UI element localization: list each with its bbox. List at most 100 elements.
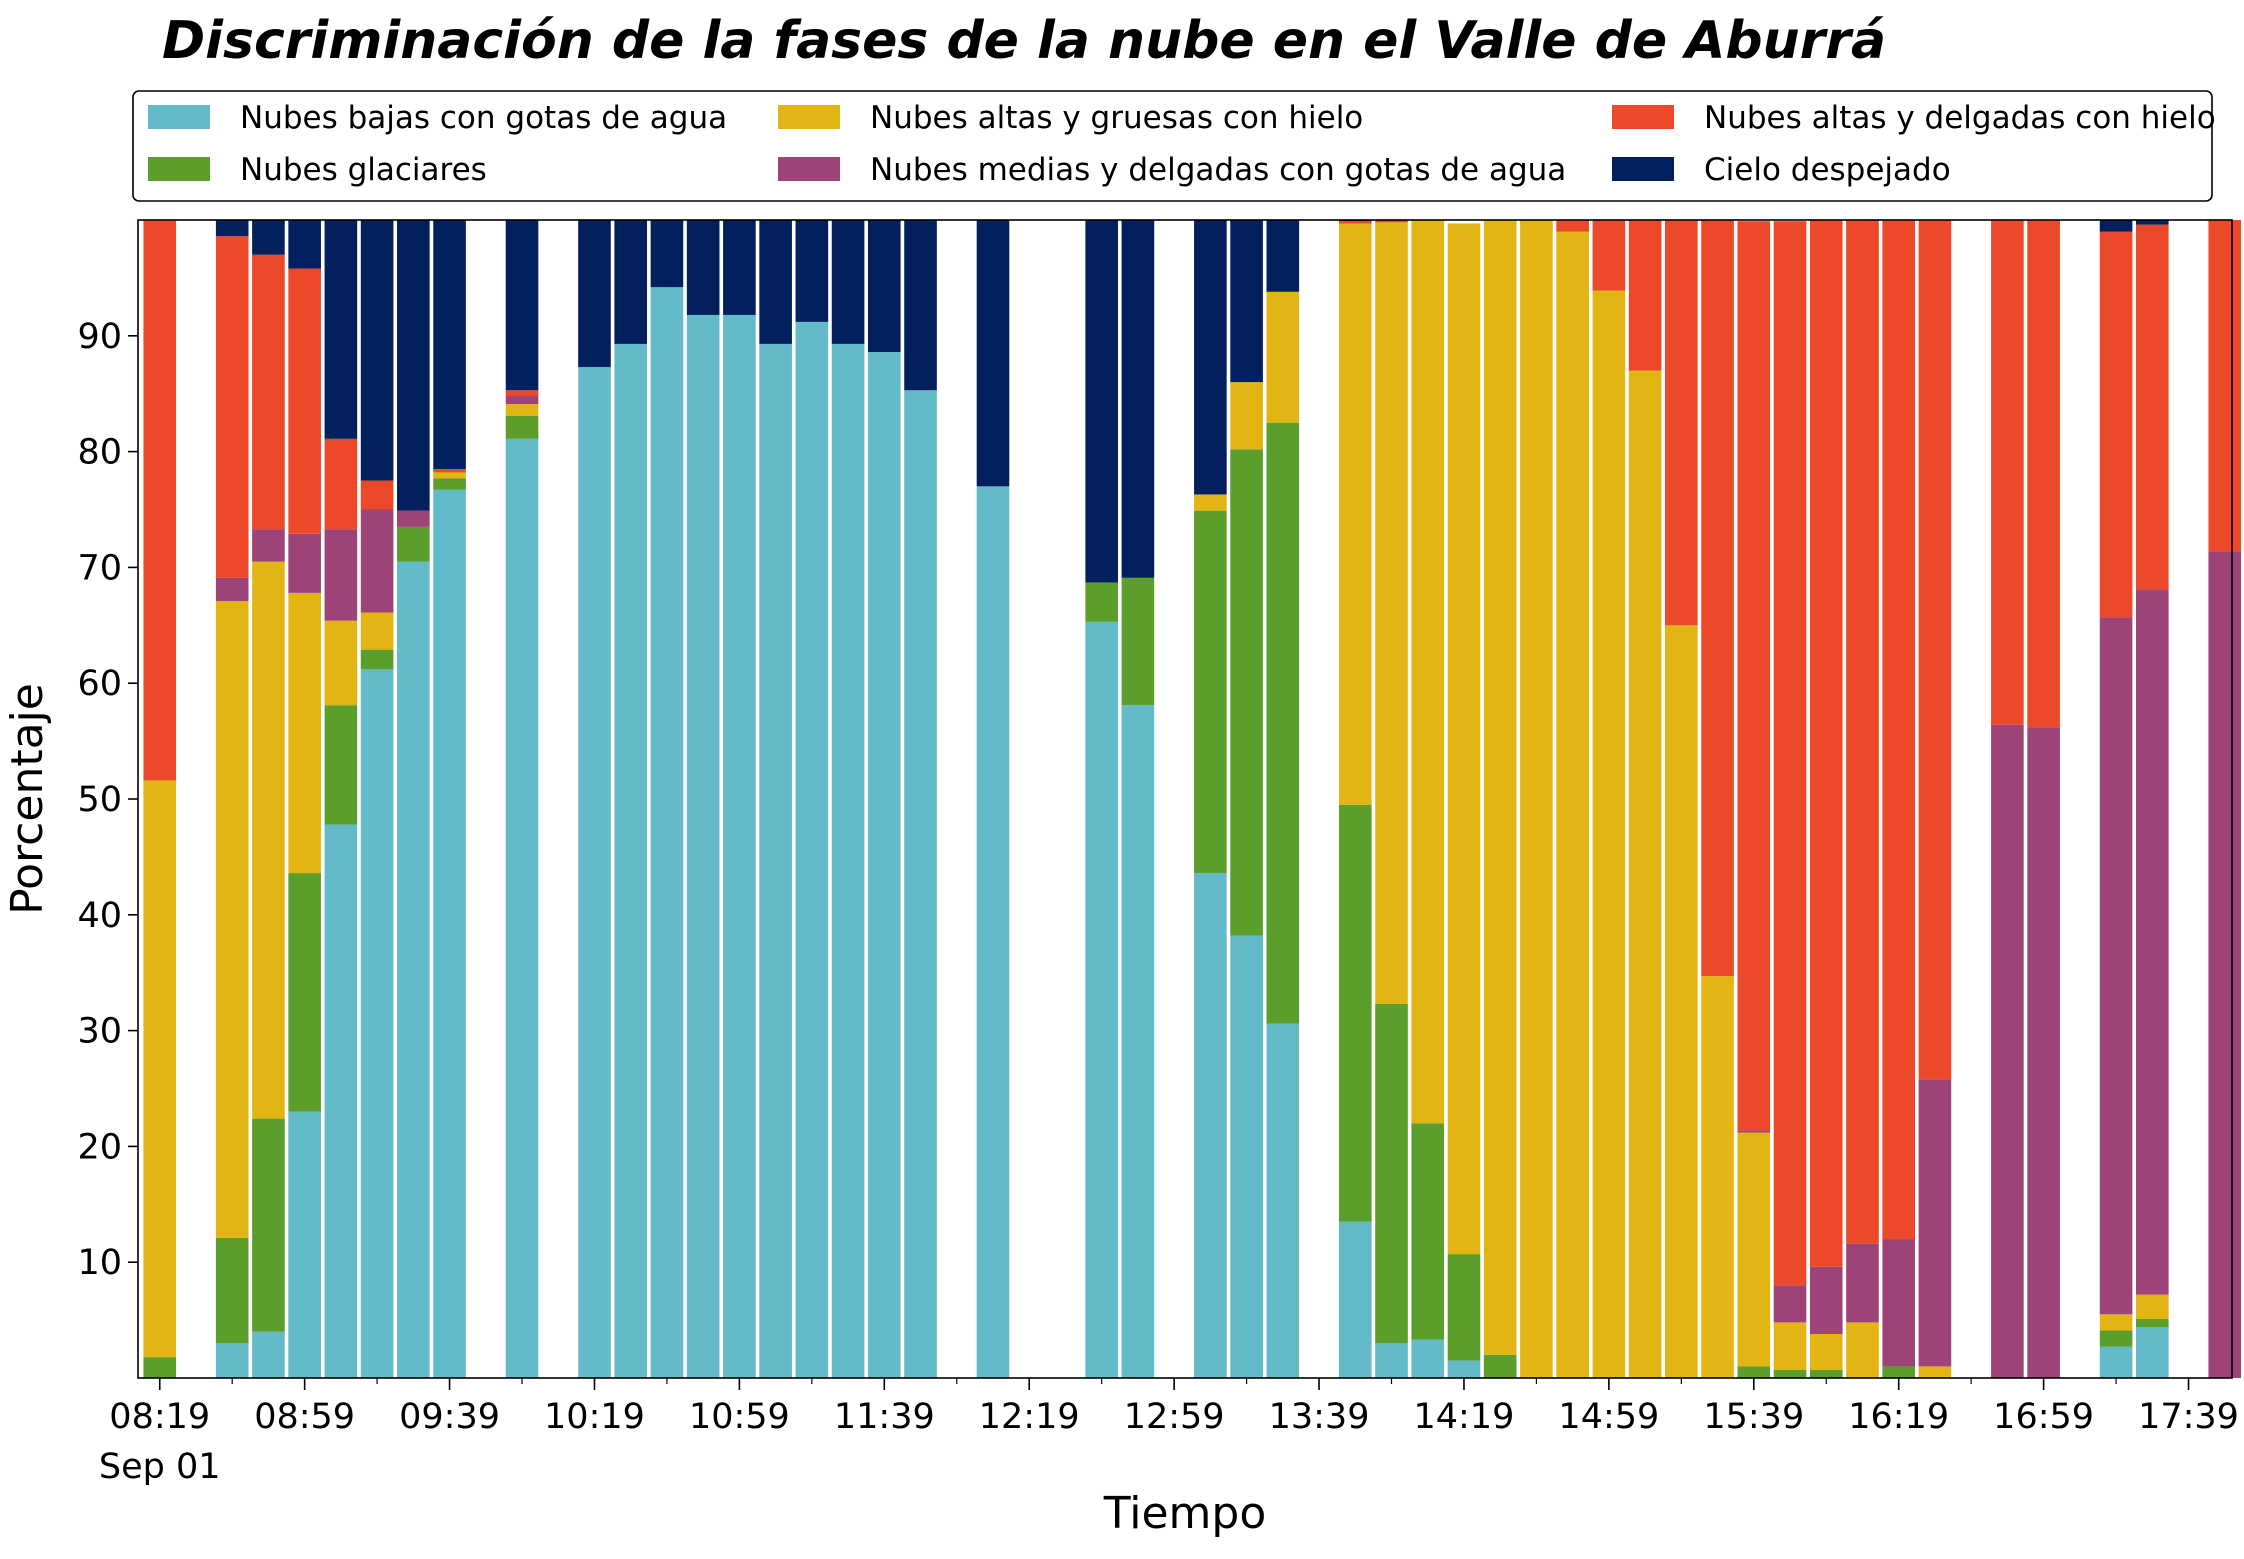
bar-segment-0839-s3: [215, 577, 249, 601]
y-tick-label-40: 40: [77, 896, 122, 936]
bar-segment-1109-s5: [759, 220, 792, 344]
bar-segment-0939-s2: [433, 472, 466, 479]
bar-segment-1729-s5: [2135, 220, 2169, 225]
bar-segment-1139-s5: [868, 220, 901, 353]
x-tick-label-1619: 16:19: [1848, 1397, 1949, 1437]
bar-segment-0919-s5: [360, 220, 394, 481]
bar-segment-1239-s0: [1085, 621, 1118, 1378]
bar-segment-1019-s0: [578, 367, 611, 1378]
y-tick-label-90: 90: [77, 317, 122, 357]
bar-segment-1319-s0: [1230, 935, 1263, 1378]
y-tick-label-70: 70: [77, 548, 122, 588]
bar-segment-1729-s4: [2135, 224, 2169, 590]
y-tick-label-20: 20: [77, 1127, 122, 1167]
bar-segment-1049-s5: [686, 220, 720, 315]
bar-segment-0859-s5: [288, 220, 321, 269]
bars: [143, 220, 2242, 1379]
legend-swatch-1: [778, 105, 840, 129]
legend-label-5: Cielo despejado: [1704, 152, 1951, 188]
bar-segment-1629-s4: [1918, 220, 1952, 1080]
bar-segment-1459-s4: [1592, 220, 1626, 291]
bar-segment-0859-s4: [288, 268, 321, 534]
bar-segment-1549-s1: [1773, 1369, 1807, 1378]
bar-segment-0859-s3: [288, 533, 321, 593]
legend-swatch-2: [1612, 105, 1674, 129]
bar-segment-0959-s0: [505, 438, 539, 1378]
x-tick-label-1019: 10:19: [544, 1397, 645, 1437]
bar-segment-1039-s0: [650, 287, 684, 1378]
y-tick-label-60: 60: [77, 664, 122, 704]
bar-segment-1559-s2: [1809, 1334, 1843, 1370]
bar-segment-1629-s2: [1918, 1366, 1952, 1378]
bar-segment-0939-s0: [433, 489, 466, 1378]
y-tick-label-50: 50: [77, 780, 122, 820]
bar-segment-1619-s1: [1882, 1366, 1916, 1378]
bar-segment-1429-s1: [1483, 1354, 1517, 1378]
x-tick-label-0819: 08:19: [109, 1397, 210, 1437]
bar-segment-1349-s4: [1338, 221, 1372, 224]
bar-segment-1049-s0: [686, 314, 720, 1379]
bar-segment-1459-s2: [1592, 290, 1626, 1378]
y-axis-label: Porcentaje: [2, 683, 53, 915]
legend-swatch-4: [778, 157, 840, 181]
bar-segment-1719-s0: [2099, 1346, 2133, 1378]
bar-segment-1549-s3: [1773, 1285, 1807, 1323]
bar-segment-1039-s5: [650, 220, 684, 288]
bar-segment-1619-s4: [1882, 220, 1916, 1240]
bar-segment-1139-s0: [868, 352, 901, 1378]
bar-segment-1149-s5: [904, 220, 937, 391]
bar-segment-1719-s5: [2099, 220, 2133, 232]
bar-segment-0919-s0: [360, 669, 394, 1378]
bar-segment-1539-s1: [1737, 1366, 1771, 1378]
bar-segment-1559-s1: [1809, 1369, 1843, 1378]
bar-segment-1539-s3: [1737, 1130, 1771, 1133]
bar-segment-0929-s3: [397, 510, 430, 527]
bar-segment-1029-s5: [614, 220, 648, 344]
bar-segment-0849-s1: [252, 1118, 285, 1332]
bar-segment-1349-s0: [1338, 1221, 1372, 1378]
bar-segment-1349-s1: [1338, 804, 1372, 1222]
bar-segment-0909-s2: [324, 620, 358, 706]
bar-segment-1129-s0: [831, 343, 865, 1378]
bar-segment-0909-s1: [324, 705, 358, 825]
bar-segment-1529-s4: [1701, 220, 1734, 977]
bar-segment-1649-s3: [1991, 724, 2024, 1378]
bar-segment-1419-s0: [1447, 1360, 1481, 1378]
bar-segment-0859-s2: [288, 592, 321, 874]
x-tick-label-1539: 15:39: [1703, 1397, 1804, 1437]
bar-segment-1419-s2: [1447, 223, 1481, 1255]
bar-segment-1609-s2: [1846, 1322, 1879, 1378]
bar-segment-0839-s0: [215, 1343, 249, 1378]
x-tick-date: Sep 01: [99, 1447, 221, 1487]
bar-segment-0919-s4: [360, 480, 394, 510]
bar-segment-1409-s0: [1411, 1339, 1445, 1378]
bar-segment-0909-s0: [324, 824, 358, 1378]
bar-segment-0849-s0: [252, 1331, 285, 1378]
bar-segment-0859-s1: [288, 873, 321, 1112]
bar-segment-1349-s2: [1338, 223, 1372, 805]
bar-segment-1309-s5: [1194, 220, 1227, 495]
bar-segment-1059-s0: [723, 314, 756, 1379]
y-tick-label-30: 30: [77, 1012, 122, 1052]
bar-segment-1129-s5: [831, 220, 865, 344]
bar-segment-1249-s5: [1121, 220, 1155, 578]
bar-segment-0839-s4: [215, 236, 249, 578]
bar-segment-1729-s2: [2135, 1294, 2169, 1319]
bar-segment-0849-s5: [252, 220, 285, 255]
bar-segment-0939-s1: [433, 478, 466, 490]
x-axis: 08:19 Sep 01 08:59 09:39 10:19 10:59 11:39 12:1…: [99, 1378, 2239, 1487]
legend-swatch-5: [1612, 157, 1674, 181]
bar-segment-1359-s1: [1375, 1003, 1408, 1344]
bar-segment-1249-s0: [1121, 705, 1155, 1378]
bar-segment-1609-s3: [1846, 1243, 1879, 1323]
y-tick-label-10: 10: [77, 1243, 122, 1283]
bar-segment-0929-s5: [397, 220, 430, 511]
bar-segment-1749-s4: [2208, 220, 2242, 552]
legend-label-4: Nubes medias y delgadas con gotas de agu…: [870, 152, 1566, 188]
bar-segment-0819-s2: [143, 780, 177, 1358]
legend: Nubes bajas con gotas de agua Nubes altas…: [132, 90, 2216, 202]
bar-segment-1419-s1: [1447, 1254, 1481, 1361]
x-tick-label-1419: 14:19: [1414, 1397, 1515, 1437]
bar-segment-0919-s1: [360, 649, 394, 670]
bar-segment-1519-s4: [1665, 220, 1698, 626]
